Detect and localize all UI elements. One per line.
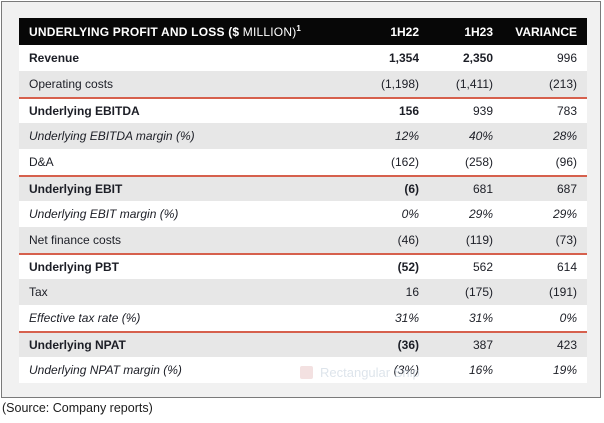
row-label: Tax <box>29 285 48 299</box>
cell-value: 687 <box>556 182 577 196</box>
cell-value: 0% <box>559 311 577 325</box>
cell-value: 16 <box>405 285 419 299</box>
column-header-1h23: 1H23 <box>464 24 493 39</box>
row-label: Underlying EBITDA <box>29 104 140 118</box>
column-header-1h22: 1H22 <box>390 24 419 39</box>
row-label: Underlying NPAT margin (%) <box>29 363 182 377</box>
cell-value: 28% <box>552 129 577 143</box>
cell-value: 423 <box>556 338 577 352</box>
cell-value: (36) <box>397 338 419 352</box>
row-label: Net finance costs <box>29 233 122 247</box>
cell-value: (3%) <box>393 363 419 377</box>
table-title-light: MILLION) <box>242 24 297 39</box>
table-row: Underlying EBITDA margin (%) 12% 40% 28% <box>19 123 587 149</box>
cell-value: (1,198) <box>380 77 419 91</box>
cell-value: 31% <box>468 311 493 325</box>
table-row: Operating costs (1,198) (1,411) (213) <box>19 71 587 97</box>
column-header-variance: VARIANCE <box>515 24 577 39</box>
cell-value: 156 <box>398 104 419 118</box>
row-label: Underlying EBITDA margin (%) <box>29 129 195 143</box>
table-row: Underlying EBIT margin (%) 0% 29% 29% <box>19 201 587 227</box>
table-header-row: UNDERLYING PROFIT AND LOSS ($ MILLION)1 … <box>19 18 587 45</box>
cell-value: (6) <box>404 182 419 196</box>
table-row: Underlying EBITDA 156 939 783 <box>19 97 587 123</box>
cell-value: 40% <box>468 129 493 143</box>
cell-value: (1,411) <box>455 77 493 91</box>
row-label: Revenue <box>29 51 80 65</box>
cell-value: 19% <box>552 363 577 377</box>
table-row: Underlying EBIT (6) 681 687 <box>19 175 587 201</box>
cell-value: 1,354 <box>388 51 419 65</box>
cell-value: 29% <box>468 207 493 221</box>
cell-value: (96) <box>555 155 577 169</box>
row-label: D&A <box>29 155 54 169</box>
cell-value: 12% <box>394 129 419 143</box>
source-note: (Source: Company reports) <box>2 401 153 415</box>
cell-value: (213) <box>548 77 577 91</box>
cell-value: 387 <box>472 338 493 352</box>
cell-value: (73) <box>555 233 577 247</box>
row-label: Underlying EBIT margin (%) <box>29 207 179 221</box>
row-label: Underlying PBT <box>29 260 120 274</box>
cell-value: 681 <box>472 182 493 196</box>
table-body: Revenue 1,354 2,350 996 Operating costs (1,19… <box>19 45 587 383</box>
cell-value: 562 <box>472 260 493 274</box>
cell-value: 31% <box>394 311 419 325</box>
table-row: Revenue 1,354 2,350 996 <box>19 45 587 71</box>
cell-value: (46) <box>397 233 419 247</box>
cell-value: (52) <box>397 260 419 274</box>
profit-and-loss-table: UNDERLYING PROFIT AND LOSS ($ MILLION)1 … <box>19 18 587 383</box>
cell-value: 0% <box>401 207 419 221</box>
table-row: Underlying NPAT (36) 387 423 <box>19 331 587 357</box>
cell-value: (119) <box>465 233 493 247</box>
table-row: Underlying PBT (52) 562 614 <box>19 253 587 279</box>
table-title: UNDERLYING PROFIT AND LOSS ($ MILLION)1 <box>19 23 339 39</box>
table-row: D&A (162) (258) (96) <box>19 149 587 175</box>
row-label: Effective tax rate (%) <box>29 311 141 325</box>
cell-value: 29% <box>552 207 577 221</box>
cell-value: 996 <box>556 51 577 65</box>
cell-value: (175) <box>464 285 493 299</box>
cell-value: 16% <box>468 363 493 377</box>
table-row: Effective tax rate (%) 31% 31% 0% <box>19 305 587 331</box>
cell-value: (258) <box>464 155 493 169</box>
row-label: Underlying NPAT <box>29 338 126 352</box>
cell-value: (162) <box>390 155 419 169</box>
cell-value: (191) <box>548 285 577 299</box>
table-title-bold: UNDERLYING PROFIT AND LOSS ($ <box>29 24 243 39</box>
cell-value: 783 <box>556 104 577 118</box>
table-title-footnote: 1 <box>296 23 302 33</box>
table-panel: UNDERLYING PROFIT AND LOSS ($ MILLION)1 … <box>1 1 601 398</box>
table-row: Underlying NPAT margin (%) (3%) 16% 19% <box>19 357 587 383</box>
cell-value: 2,350 <box>462 51 493 65</box>
cell-value: 939 <box>472 104 493 118</box>
row-label: Underlying EBIT <box>29 182 123 196</box>
table-row: Net finance costs (46) (119) (73) <box>19 227 587 253</box>
cell-value: 614 <box>556 260 577 274</box>
row-label: Operating costs <box>29 77 114 91</box>
table-row: Tax 16 (175) (191) <box>19 279 587 305</box>
